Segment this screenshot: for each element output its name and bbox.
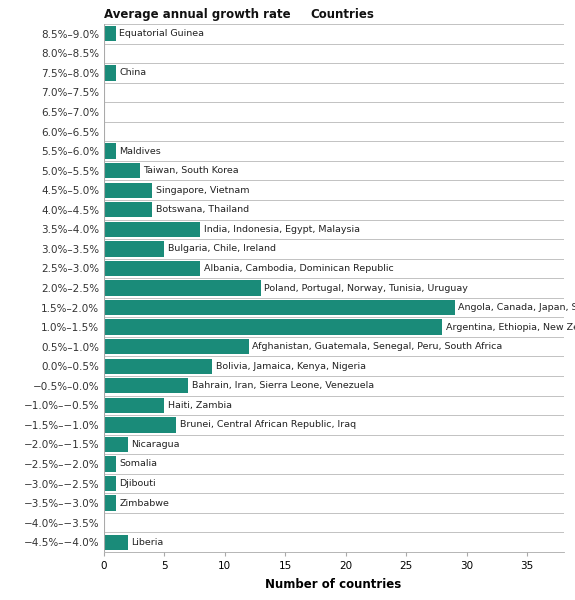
Bar (104, 280, 261, 296)
Text: Liberia: Liberia (131, 538, 164, 547)
Text: Singapore, Vietnam: Singapore, Vietnam (156, 186, 249, 195)
Bar (104, 535, 128, 550)
Text: Equatorial Guinea: Equatorial Guinea (119, 29, 204, 38)
Text: Angola, Canada, Japan, Spain, Tanzania, United States: Angola, Canada, Japan, Spain, Tanzania, … (458, 303, 575, 312)
Bar (104, 261, 200, 276)
Bar (104, 26, 116, 41)
Text: Brunei, Central African Republic, Iraq: Brunei, Central African Republic, Iraq (180, 421, 356, 430)
Bar (104, 222, 200, 237)
Text: Somalia: Somalia (119, 460, 157, 469)
Bar (104, 339, 249, 354)
Text: Zimbabwe: Zimbabwe (119, 499, 169, 508)
Bar (104, 437, 128, 452)
Bar (104, 457, 116, 472)
Text: Maldives: Maldives (119, 146, 161, 155)
Bar (104, 319, 442, 335)
Bar (104, 359, 212, 374)
Bar (104, 398, 164, 413)
Bar (104, 202, 152, 217)
Bar (104, 143, 116, 159)
Text: Botswana, Thailand: Botswana, Thailand (156, 205, 248, 214)
Bar (104, 476, 116, 491)
Text: Djibouti: Djibouti (119, 479, 156, 488)
Bar (104, 496, 116, 511)
Text: Taiwan, South Korea: Taiwan, South Korea (143, 166, 239, 175)
Text: India, Indonesia, Egypt, Malaysia: India, Indonesia, Egypt, Malaysia (204, 225, 360, 234)
Text: Average annual growth rate: Average annual growth rate (104, 8, 290, 22)
Text: Poland, Portugal, Norway, Tunisia, Uruguay: Poland, Portugal, Norway, Tunisia, Urugu… (264, 284, 469, 293)
X-axis label: Number of countries: Number of countries (266, 578, 401, 591)
Text: China: China (119, 68, 147, 77)
Bar (104, 182, 152, 198)
Text: Bulgaria, Chile, Ireland: Bulgaria, Chile, Ireland (168, 244, 275, 253)
Text: Afghanistan, Guatemala, Senegal, Peru, South Africa: Afghanistan, Guatemala, Senegal, Peru, S… (252, 342, 503, 351)
Bar (104, 300, 455, 315)
Text: Bolivia, Jamaica, Kenya, Nigeria: Bolivia, Jamaica, Kenya, Nigeria (216, 362, 366, 371)
Text: Countries: Countries (310, 8, 375, 22)
Bar (104, 241, 164, 257)
Text: Nicaragua: Nicaragua (131, 440, 180, 449)
Bar (104, 65, 116, 80)
Text: Bahrain, Iran, Sierra Leone, Venezuela: Bahrain, Iran, Sierra Leone, Venezuela (192, 381, 374, 390)
Text: Albania, Cambodia, Dominican Republic: Albania, Cambodia, Dominican Republic (204, 264, 394, 273)
Bar (104, 378, 188, 394)
Bar (104, 163, 140, 178)
Bar (104, 417, 176, 433)
Text: Haiti, Zambia: Haiti, Zambia (168, 401, 232, 410)
Text: Argentina, Ethiopia, New Zealand, Mexico, Switzerland, Syria: Argentina, Ethiopia, New Zealand, Mexico… (446, 323, 575, 332)
